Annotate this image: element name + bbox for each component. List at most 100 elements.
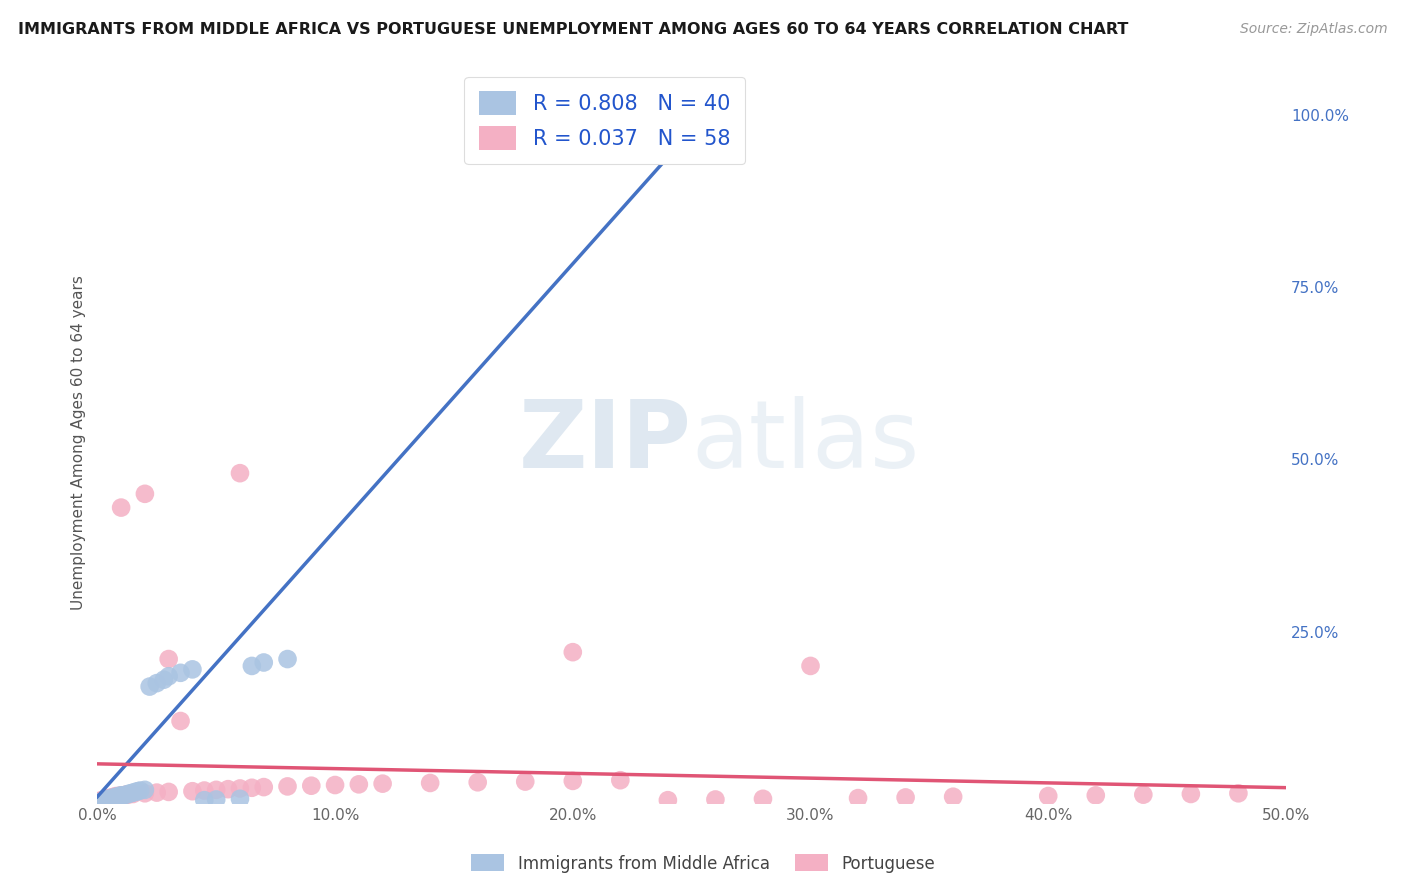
Point [169,665,191,680]
Point [277,652,299,666]
Text: atlas: atlas [692,396,920,488]
Point [117,788,139,802]
Point [515,774,537,789]
Point [96,792,118,806]
Point [93,794,115,808]
Point [103,790,125,805]
Point [107,789,129,803]
Point [122,786,145,800]
Point [112,789,135,803]
Point [110,500,132,515]
Point [157,669,180,683]
Point [704,792,727,806]
Point [467,775,489,789]
Point [371,777,394,791]
Point [676,128,699,143]
Point [134,487,156,501]
Point [103,791,125,805]
Point [1038,789,1060,803]
Point [110,789,132,803]
Point [229,466,252,480]
Point [115,788,138,802]
Point [105,789,128,804]
Point [229,792,252,806]
Point [89,794,111,808]
Point [1132,788,1154,802]
Point [129,783,152,797]
Point [323,778,346,792]
Point [942,789,965,804]
Point [98,792,121,806]
Point [609,773,631,788]
Point [217,782,239,797]
Point [98,792,121,806]
Point [134,786,156,800]
Point [799,659,821,673]
Point [105,789,128,803]
Point [347,777,370,791]
Point [93,792,115,806]
Point [846,791,869,805]
Point [157,652,180,666]
Point [153,673,176,687]
Point [120,786,142,800]
Point [1084,789,1107,803]
Point [110,789,132,803]
Point [138,680,160,694]
Point [277,780,299,794]
Point [93,793,115,807]
Text: IMMIGRANTS FROM MIDDLE AFRICA VS PORTUGUESE UNEMPLOYMENT AMONG AGES 60 TO 64 YEA: IMMIGRANTS FROM MIDDLE AFRICA VS PORTUGU… [18,22,1129,37]
Point [752,792,775,806]
Point [169,714,191,728]
Point [657,793,679,807]
Point [122,787,145,801]
Point [103,790,125,805]
Point [91,795,114,809]
Point [299,779,322,793]
Point [419,776,441,790]
Point [193,783,215,797]
Point [253,780,276,794]
Point [91,793,114,807]
Point [240,659,263,673]
Point [134,782,156,797]
Point [100,790,122,805]
Y-axis label: Unemployment Among Ages 60 to 64 years: Unemployment Among Ages 60 to 64 years [72,275,86,609]
Point [561,773,583,788]
Point [107,789,129,804]
Point [561,645,583,659]
Point [103,789,125,804]
Point [110,789,132,803]
Legend: R = 0.808   N = 40, R = 0.037   N = 58: R = 0.808 N = 40, R = 0.037 N = 58 [464,77,745,164]
Point [205,792,228,806]
Text: Source: ZipAtlas.com: Source: ZipAtlas.com [1240,22,1388,37]
Point [100,791,122,805]
Point [96,792,118,806]
Point [157,785,180,799]
Point [93,793,115,807]
Point [98,792,121,806]
Point [1180,787,1202,801]
Point [253,656,276,670]
Point [127,784,149,798]
Text: ZIP: ZIP [519,396,692,488]
Point [107,789,129,803]
Point [96,793,118,807]
Point [105,789,128,804]
Point [112,789,135,803]
Legend: Immigrants from Middle Africa, Portuguese: Immigrants from Middle Africa, Portugues… [464,847,942,880]
Point [181,784,204,798]
Point [193,793,215,807]
Point [229,781,252,796]
Point [240,780,263,795]
Point [205,782,228,797]
Point [100,792,122,806]
Point [1227,786,1250,800]
Point [117,787,139,801]
Point [100,791,122,805]
Point [89,795,111,809]
Point [98,791,121,805]
Point [105,790,128,805]
Point [96,792,118,806]
Point [146,676,169,690]
